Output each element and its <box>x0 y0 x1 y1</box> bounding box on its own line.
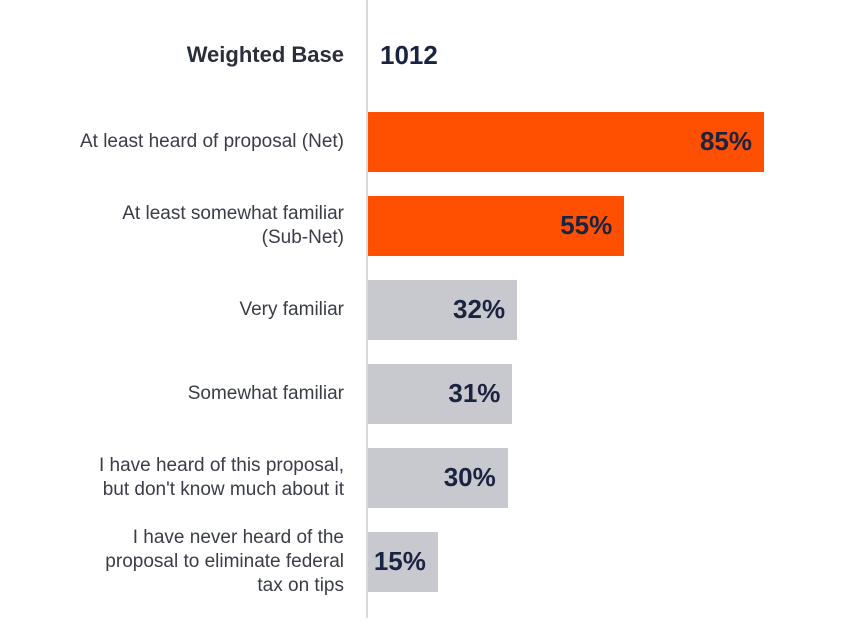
category-label: Somewhat familiar <box>187 383 344 404</box>
bar-value-label: 32% <box>453 294 506 324</box>
category-label: At least somewhat familiar (Sub-Net) <box>122 203 344 248</box>
category-label: At least heard of proposal (Net) <box>79 131 344 152</box>
bar-value-label: 85% <box>699 126 752 156</box>
category-label: I have never heard of the proposal to el… <box>105 527 344 596</box>
category-label: Very familiar <box>239 299 344 320</box>
bar <box>368 364 513 424</box>
bar <box>368 112 764 172</box>
bar-value-label: 31% <box>448 378 501 408</box>
bar-value-label: 15% <box>373 546 426 576</box>
weighted-base-value: 1012 <box>380 40 438 70</box>
category-label: I have heard of this proposal, but don't… <box>98 455 344 500</box>
bar <box>368 448 508 508</box>
bar-value-label: 55% <box>560 210 613 240</box>
bar <box>368 532 438 592</box>
axis-line <box>366 0 368 618</box>
bar-value-label: 30% <box>443 462 496 492</box>
bar <box>368 280 518 340</box>
weighted-base-label: Weighted Base <box>186 42 344 67</box>
bar <box>368 196 625 256</box>
